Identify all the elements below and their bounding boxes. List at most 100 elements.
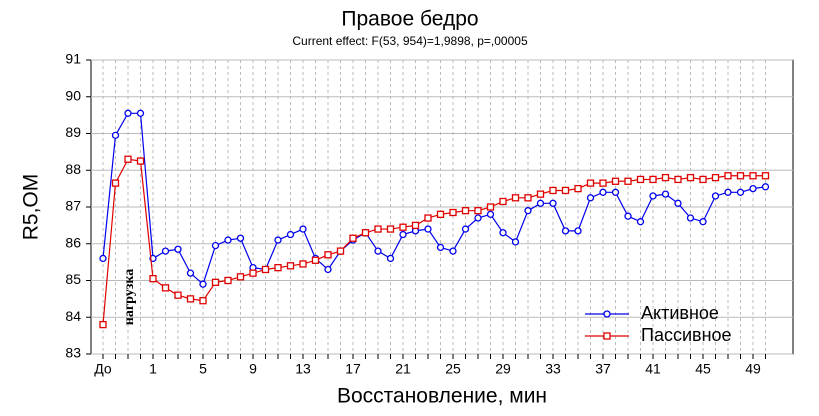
data-point bbox=[249, 269, 257, 277]
data-point bbox=[324, 251, 332, 259]
data-point bbox=[186, 295, 195, 303]
data-point bbox=[174, 245, 182, 253]
data-point bbox=[486, 203, 495, 211]
data-point bbox=[611, 177, 620, 185]
data-point bbox=[311, 256, 320, 264]
data-point bbox=[449, 208, 457, 217]
data-point bbox=[711, 173, 720, 182]
data-point bbox=[211, 241, 220, 250]
x-tick-label: 25 bbox=[445, 361, 461, 377]
data-point bbox=[674, 199, 682, 207]
data-point bbox=[724, 172, 732, 180]
legend-label: Активное bbox=[641, 303, 719, 323]
data-point bbox=[574, 227, 582, 235]
y-tick-label: 88 bbox=[65, 161, 81, 177]
data-point bbox=[686, 173, 695, 182]
data-point bbox=[399, 230, 407, 239]
chart-title: Правое бедро bbox=[341, 8, 478, 31]
x-tick-label: 45 bbox=[695, 361, 711, 377]
data-point bbox=[711, 192, 720, 200]
data-point bbox=[161, 284, 170, 292]
data-point bbox=[661, 190, 670, 198]
data-point bbox=[636, 175, 645, 184]
data-point bbox=[649, 175, 657, 184]
legend-marker bbox=[603, 332, 611, 340]
data-point bbox=[561, 227, 570, 235]
y-tick-label: 83 bbox=[65, 345, 81, 361]
data-point bbox=[386, 225, 395, 233]
data-point bbox=[361, 229, 370, 237]
data-point bbox=[286, 230, 295, 239]
data-point bbox=[686, 214, 695, 222]
data-point bbox=[611, 188, 620, 196]
data-point bbox=[99, 320, 107, 329]
data-point bbox=[186, 269, 195, 277]
data-point bbox=[399, 223, 407, 231]
data-point bbox=[761, 172, 770, 180]
data-point bbox=[111, 131, 120, 139]
data-point bbox=[586, 179, 595, 187]
data-point bbox=[599, 188, 607, 196]
data-point bbox=[424, 214, 432, 222]
data-point bbox=[224, 236, 232, 244]
data-point bbox=[261, 265, 270, 274]
data-point bbox=[599, 179, 607, 187]
data-point bbox=[199, 297, 207, 305]
data-point bbox=[699, 175, 707, 184]
y-tick-label: 90 bbox=[65, 87, 81, 103]
data-point bbox=[474, 214, 482, 222]
data-point bbox=[436, 243, 445, 252]
data-point bbox=[499, 229, 507, 237]
data-point bbox=[386, 254, 395, 263]
y-tick-label: 84 bbox=[65, 308, 81, 324]
data-point bbox=[661, 173, 670, 182]
data-point bbox=[699, 218, 707, 226]
data-point bbox=[636, 218, 645, 226]
x-tick-label: 41 bbox=[645, 361, 661, 377]
y-axis-label: R5,ОМ bbox=[20, 174, 43, 241]
data-point bbox=[761, 183, 770, 191]
data-point bbox=[449, 247, 457, 255]
data-point bbox=[736, 188, 745, 196]
data-point bbox=[99, 254, 107, 263]
data-point bbox=[411, 221, 420, 230]
y-tick-label: 91 bbox=[65, 51, 81, 67]
data-point bbox=[224, 276, 232, 285]
data-point bbox=[749, 184, 757, 193]
data-point bbox=[574, 184, 582, 193]
data-point bbox=[136, 157, 145, 165]
x-tick-label: 21 bbox=[395, 361, 411, 377]
x-tick-label: 49 bbox=[745, 361, 761, 377]
data-point bbox=[199, 280, 207, 288]
y-tick-label: 86 bbox=[65, 234, 81, 250]
x-axis-label: Восстановление, мин bbox=[337, 385, 547, 408]
x-tick-label: 17 bbox=[345, 361, 361, 377]
data-point bbox=[349, 234, 357, 242]
data-point bbox=[486, 210, 495, 219]
data-point bbox=[536, 199, 545, 207]
y-tick-label: 87 bbox=[65, 198, 81, 214]
data-point bbox=[586, 194, 595, 202]
x-tick-label: 5 bbox=[199, 361, 207, 377]
data-point bbox=[624, 177, 632, 185]
data-point bbox=[536, 190, 545, 198]
chart-subtitle: Current effect: F(53, 954)=1,9898, p=,00… bbox=[292, 34, 528, 48]
legend-label: Пассивное bbox=[641, 325, 732, 345]
data-point bbox=[461, 207, 470, 215]
legend-marker bbox=[603, 310, 611, 318]
data-point bbox=[299, 225, 307, 233]
data-point bbox=[161, 247, 170, 255]
data-point bbox=[299, 260, 307, 268]
data-point bbox=[674, 175, 682, 184]
data-point bbox=[624, 212, 632, 220]
data-point bbox=[124, 109, 132, 117]
data-point bbox=[549, 186, 557, 195]
data-point bbox=[111, 179, 120, 187]
data-point bbox=[374, 247, 382, 255]
data-point bbox=[461, 225, 470, 233]
data-point bbox=[549, 199, 557, 207]
data-point bbox=[511, 194, 520, 202]
x-tick-label: 29 bbox=[495, 361, 511, 377]
data-point bbox=[424, 225, 432, 233]
